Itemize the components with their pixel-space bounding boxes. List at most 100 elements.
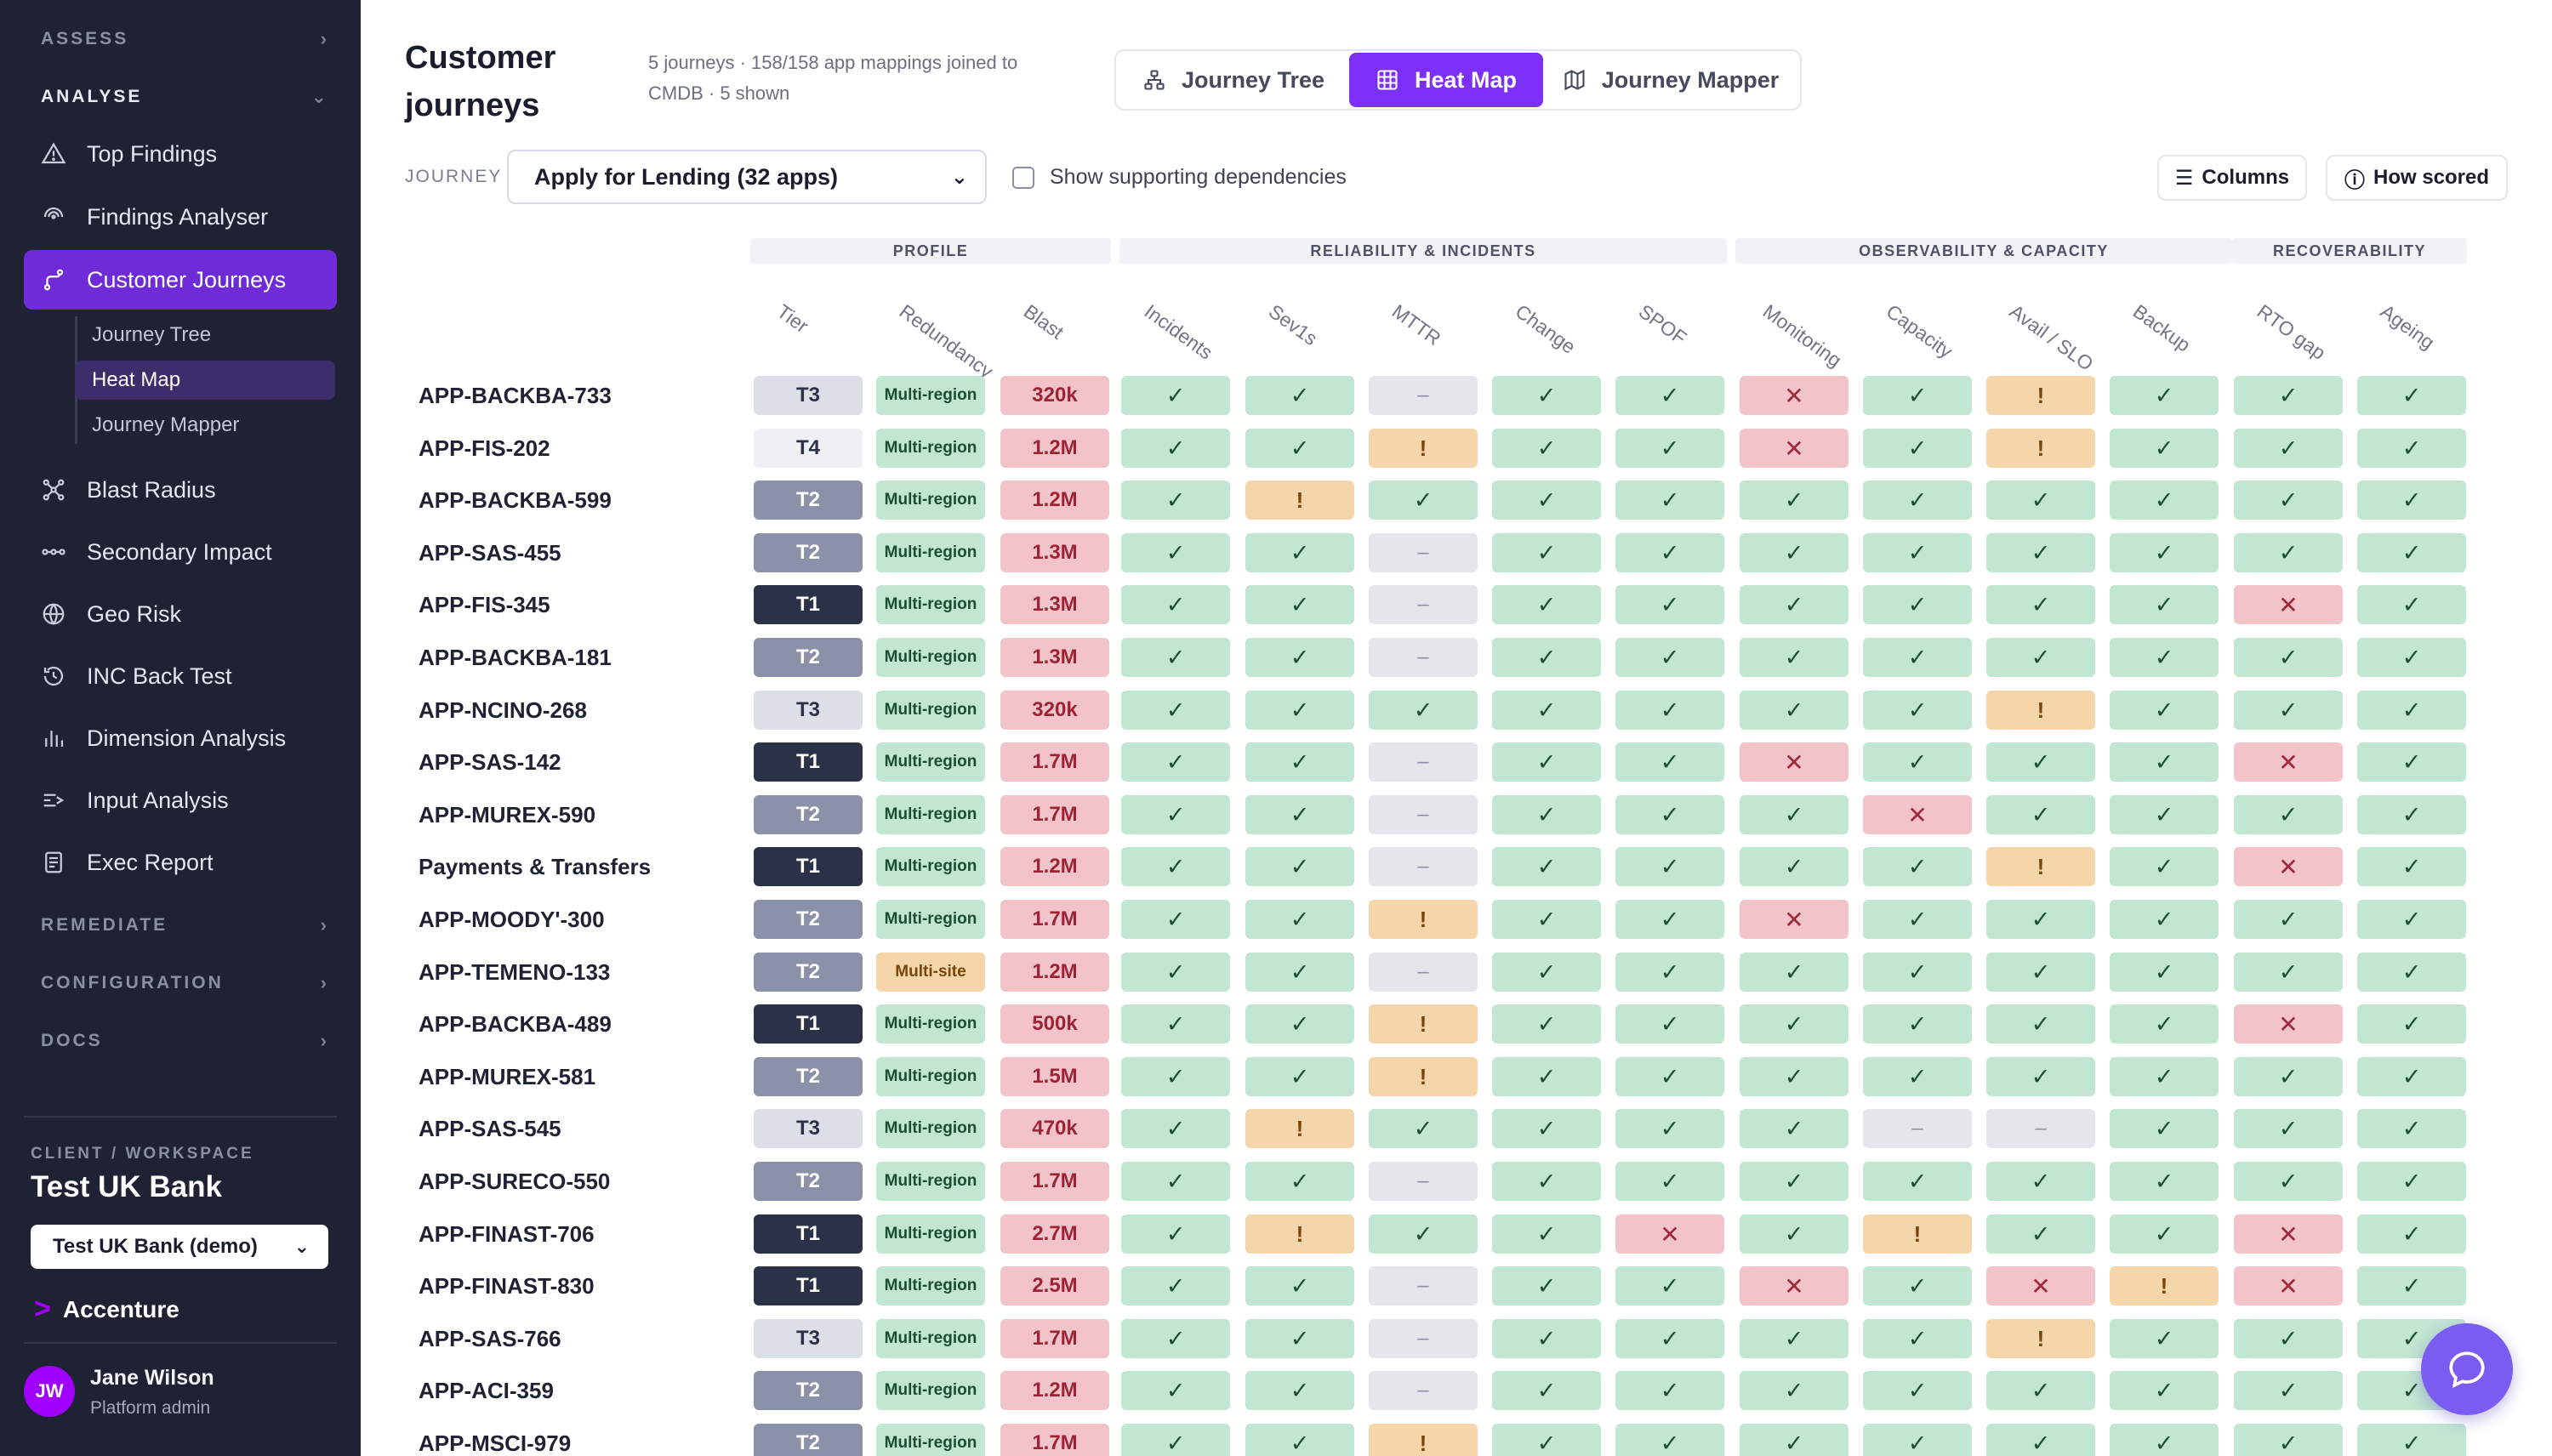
heat-cell-change[interactable]: ✓ [1492, 1057, 1601, 1096]
row-app-name[interactable]: APP-BACKBA-733 [419, 383, 612, 408]
redundancy-badge[interactable]: Multi-region [876, 900, 985, 939]
row-app-name[interactable]: APP-FIS-345 [419, 592, 550, 617]
heat-cell-ageing[interactable]: ✓ [2357, 376, 2466, 415]
column-header-rto-gap[interactable]: RTO gap [2253, 299, 2330, 364]
heat-cell-monitoring[interactable]: ✓ [1740, 585, 1848, 624]
row-app-name[interactable]: APP-BACKBA-489 [419, 1011, 612, 1037]
heat-cell-mttr[interactable]: – [1369, 376, 1478, 415]
heat-cell-rto-gap[interactable]: ✓ [2234, 1057, 2343, 1096]
nav-exec-report[interactable]: Exec Report [24, 833, 337, 892]
heat-cell-sev1s[interactable]: ! [1245, 481, 1354, 520]
column-header-avail-slo[interactable]: Avail / SLO [2005, 299, 2098, 375]
heat-cell-rto-gap[interactable]: ✓ [2234, 429, 2343, 468]
row-app-name[interactable]: APP-FINAST-706 [419, 1221, 595, 1247]
nav-secondary-impact[interactable]: Secondary Impact [24, 522, 337, 582]
heat-cell-capacity[interactable]: ✓ [1863, 481, 1972, 520]
heat-cell-sev1s[interactable]: ✓ [1245, 795, 1354, 834]
heat-cell-ageing[interactable]: ✓ [2357, 1162, 2466, 1201]
heat-cell-change[interactable]: ✓ [1492, 1319, 1601, 1358]
heat-cell-ageing[interactable]: ✓ [2357, 1057, 2466, 1096]
column-header-redundancy[interactable]: Redundancy [895, 299, 998, 383]
heat-cell-sev1s[interactable]: ✓ [1245, 1266, 1354, 1305]
heat-cell-avail-slo[interactable]: ✓ [1986, 1004, 2095, 1044]
heat-cell-rto-gap[interactable]: ✓ [2234, 533, 2343, 572]
heat-cell-change[interactable]: ✓ [1492, 900, 1601, 939]
heat-cell-incidents[interactable]: ✓ [1121, 1109, 1230, 1148]
heat-cell-mttr[interactable]: – [1369, 795, 1478, 834]
heat-cell-ageing[interactable]: ✓ [2357, 1266, 2466, 1305]
heat-cell-monitoring[interactable]: ✕ [1740, 900, 1848, 939]
heat-cell-backup[interactable]: ✓ [2110, 1057, 2219, 1096]
section-assess[interactable]: ASSESS › [41, 22, 327, 56]
tier-badge[interactable]: T2 [754, 481, 863, 520]
heat-cell-ageing[interactable]: ✓ [2357, 1424, 2466, 1456]
sub-nav-journey-tree[interactable]: Journey Tree [75, 316, 335, 355]
row-app-name[interactable]: APP-SAS-455 [419, 540, 561, 566]
heat-cell-mttr[interactable]: – [1369, 953, 1478, 992]
heat-cell-avail-slo[interactable]: ✓ [1986, 533, 2095, 572]
blast-badge[interactable]: 1.7M [1000, 742, 1109, 782]
redundancy-badge[interactable]: Multi-region [876, 1266, 985, 1305]
heat-cell-avail-slo[interactable]: ✓ [1986, 481, 2095, 520]
heat-cell-ageing[interactable]: ✓ [2357, 1004, 2466, 1044]
heat-cell-capacity[interactable]: ✓ [1863, 900, 1972, 939]
row-app-name[interactable]: APP-MSCI-979 [419, 1430, 572, 1456]
nav-top-findings[interactable]: Top Findings [24, 124, 337, 184]
heat-cell-spof[interactable]: ✓ [1615, 1424, 1724, 1456]
heat-cell-incidents[interactable]: ✓ [1121, 429, 1230, 468]
heat-cell-rto-gap[interactable]: ✓ [2234, 376, 2343, 415]
heat-cell-incidents[interactable]: ✓ [1121, 533, 1230, 572]
heat-cell-mttr[interactable]: – [1369, 1266, 1478, 1305]
heat-cell-backup[interactable]: ✓ [2110, 1162, 2219, 1201]
heat-cell-capacity[interactable]: ✓ [1863, 1371, 1972, 1410]
heat-cell-mttr[interactable]: ✓ [1369, 691, 1478, 730]
column-header-monitoring[interactable]: Monitoring [1758, 299, 1846, 372]
column-header-spof[interactable]: SPOF [1634, 299, 1691, 350]
heat-cell-incidents[interactable]: ✓ [1121, 847, 1230, 886]
redundancy-badge[interactable]: Multi-region [876, 691, 985, 730]
blast-badge[interactable]: 1.7M [1000, 1319, 1109, 1358]
heat-cell-spof[interactable]: ✓ [1615, 742, 1724, 782]
heat-cell-spof[interactable]: ✓ [1615, 691, 1724, 730]
heat-cell-avail-slo[interactable]: ✓ [1986, 900, 2095, 939]
heat-cell-mttr[interactable]: ! [1369, 429, 1478, 468]
heat-cell-sev1s[interactable]: ✓ [1245, 585, 1354, 624]
heat-cell-monitoring[interactable]: ✓ [1740, 481, 1848, 520]
heat-cell-rto-gap[interactable]: ✓ [2234, 1319, 2343, 1358]
heat-cell-spof[interactable]: ✓ [1615, 533, 1724, 572]
heat-cell-monitoring[interactable]: ✓ [1740, 1214, 1848, 1254]
heat-cell-backup[interactable]: ✓ [2110, 795, 2219, 834]
redundancy-badge[interactable]: Multi-region [876, 847, 985, 886]
heat-cell-incidents[interactable]: ✓ [1121, 900, 1230, 939]
heat-cell-capacity[interactable]: ✓ [1863, 429, 1972, 468]
redundancy-badge[interactable]: Multi-region [876, 481, 985, 520]
redundancy-badge[interactable]: Multi-site [876, 953, 985, 992]
heat-cell-capacity[interactable]: ✓ [1863, 691, 1972, 730]
heat-cell-capacity[interactable]: ✓ [1863, 1266, 1972, 1305]
row-app-name[interactable]: APP-FINAST-830 [419, 1273, 595, 1299]
heat-cell-capacity[interactable]: ✓ [1863, 638, 1972, 677]
tier-badge[interactable]: T2 [754, 1371, 863, 1410]
heat-cell-rto-gap[interactable]: ✓ [2234, 795, 2343, 834]
heat-cell-monitoring[interactable]: ✓ [1740, 1162, 1848, 1201]
column-header-tier[interactable]: Tier [772, 299, 813, 338]
tier-badge[interactable]: T1 [754, 742, 863, 782]
heat-cell-rto-gap[interactable]: ✓ [2234, 953, 2343, 992]
heat-cell-capacity[interactable]: ✕ [1863, 795, 1972, 834]
heat-cell-backup[interactable]: ✓ [2110, 638, 2219, 677]
column-header-ageing[interactable]: Ageing [2376, 299, 2439, 354]
row-app-name[interactable]: APP-SAS-142 [419, 749, 561, 775]
section-remediate[interactable]: REMEDIATE › [41, 908, 327, 942]
heat-cell-change[interactable]: ✓ [1492, 953, 1601, 992]
heat-cell-change[interactable]: ✓ [1492, 1424, 1601, 1456]
tier-badge[interactable]: T1 [754, 1004, 863, 1044]
heat-cell-change[interactable]: ✓ [1492, 481, 1601, 520]
heat-cell-mttr[interactable]: – [1369, 1371, 1478, 1410]
heat-cell-mttr[interactable]: ! [1369, 1057, 1478, 1096]
blast-badge[interactable]: 320k [1000, 376, 1109, 415]
heat-cell-sev1s[interactable]: ✓ [1245, 638, 1354, 677]
heat-cell-change[interactable]: ✓ [1492, 742, 1601, 782]
nav-input-analysis[interactable]: Input Analysis [24, 771, 337, 830]
journey-select[interactable]: Apply for Lending (32 apps) ⌄ [507, 150, 987, 204]
heat-cell-avail-slo[interactable]: ✓ [1986, 585, 2095, 624]
